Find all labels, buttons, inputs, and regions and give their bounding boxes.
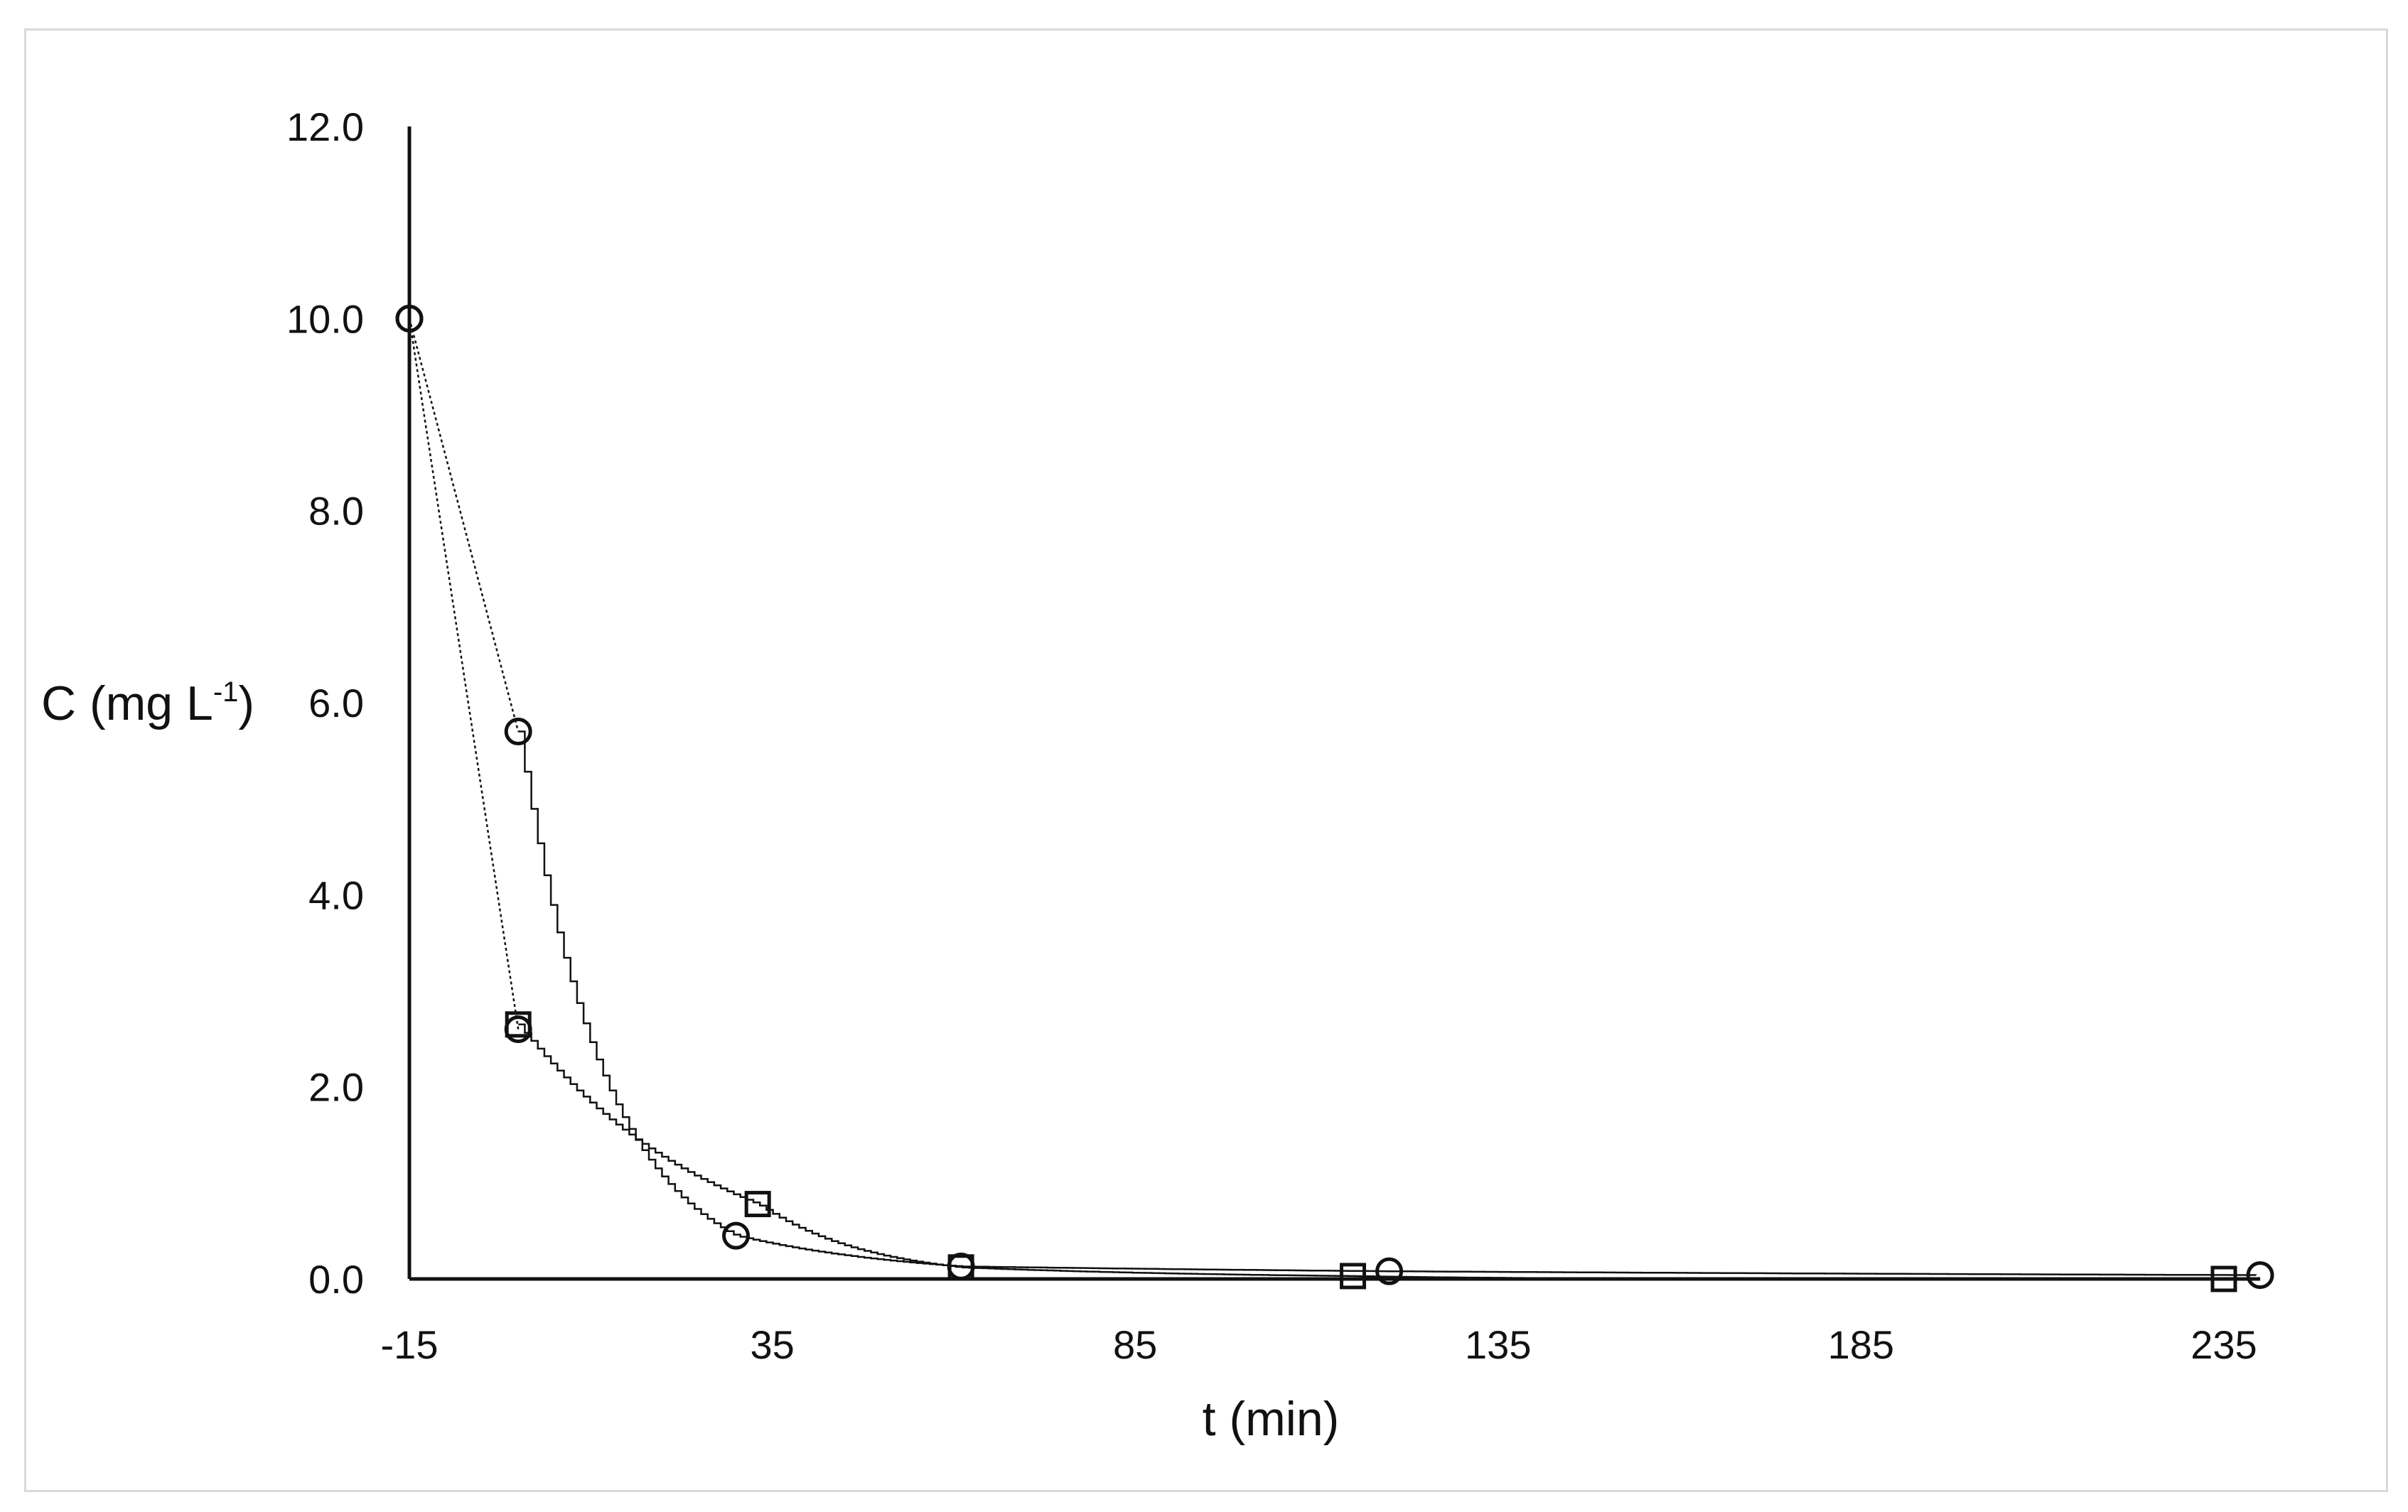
y-tick-labels: 0.0 2.0 4.0 6.0 8.0 10.0 12.0	[286, 104, 364, 1302]
x-tick-label: -15	[381, 1322, 439, 1367]
square-marker	[744, 1191, 771, 1218]
y-axis-title: C (mg L-1)	[41, 676, 254, 730]
y-axis-title-main: C (mg L	[41, 676, 213, 730]
y-tick-label: 12.0	[286, 104, 364, 149]
y-tick-label: 4.0	[308, 873, 364, 917]
y-axis-title-superscript: -1	[213, 676, 239, 708]
y-tick-label: 8.0	[308, 489, 364, 534]
decay-curve	[518, 1023, 2223, 1280]
axes	[407, 126, 2260, 1281]
y-tick-label: 2.0	[308, 1065, 364, 1110]
square-marker	[947, 1254, 974, 1281]
x-axis-title: t (min)	[1203, 1392, 1340, 1446]
circle-marker	[504, 718, 532, 746]
decay-curve	[518, 730, 2257, 1276]
data-markers	[395, 304, 2274, 1292]
square-marker	[2210, 1265, 2237, 1292]
circle-marker	[1375, 1257, 1404, 1285]
circle-marker	[395, 304, 424, 333]
initial-drop-line	[408, 318, 520, 1030]
y-tick-label: 6.0	[308, 681, 364, 725]
x-tick-label: 185	[1828, 1322, 1894, 1367]
circle-marker	[2246, 1261, 2274, 1290]
x-tick-label: 135	[1465, 1322, 1531, 1367]
y-axis-title-close: )	[238, 676, 254, 730]
square-marker	[505, 1011, 532, 1038]
fit-curves	[408, 318, 2257, 1280]
y-tick-label: 0.0	[308, 1257, 364, 1302]
y-tick-label: 10.0	[286, 296, 364, 341]
x-tick-label: 235	[2191, 1322, 2257, 1367]
square-marker	[1340, 1263, 1367, 1290]
x-tick-label: 85	[1113, 1322, 1157, 1367]
x-tick-labels: -15 35 85 135 185 235	[381, 1322, 2257, 1367]
circle-marker	[722, 1221, 751, 1250]
chart-frame	[24, 28, 2388, 1492]
x-tick-label: 35	[750, 1322, 794, 1367]
